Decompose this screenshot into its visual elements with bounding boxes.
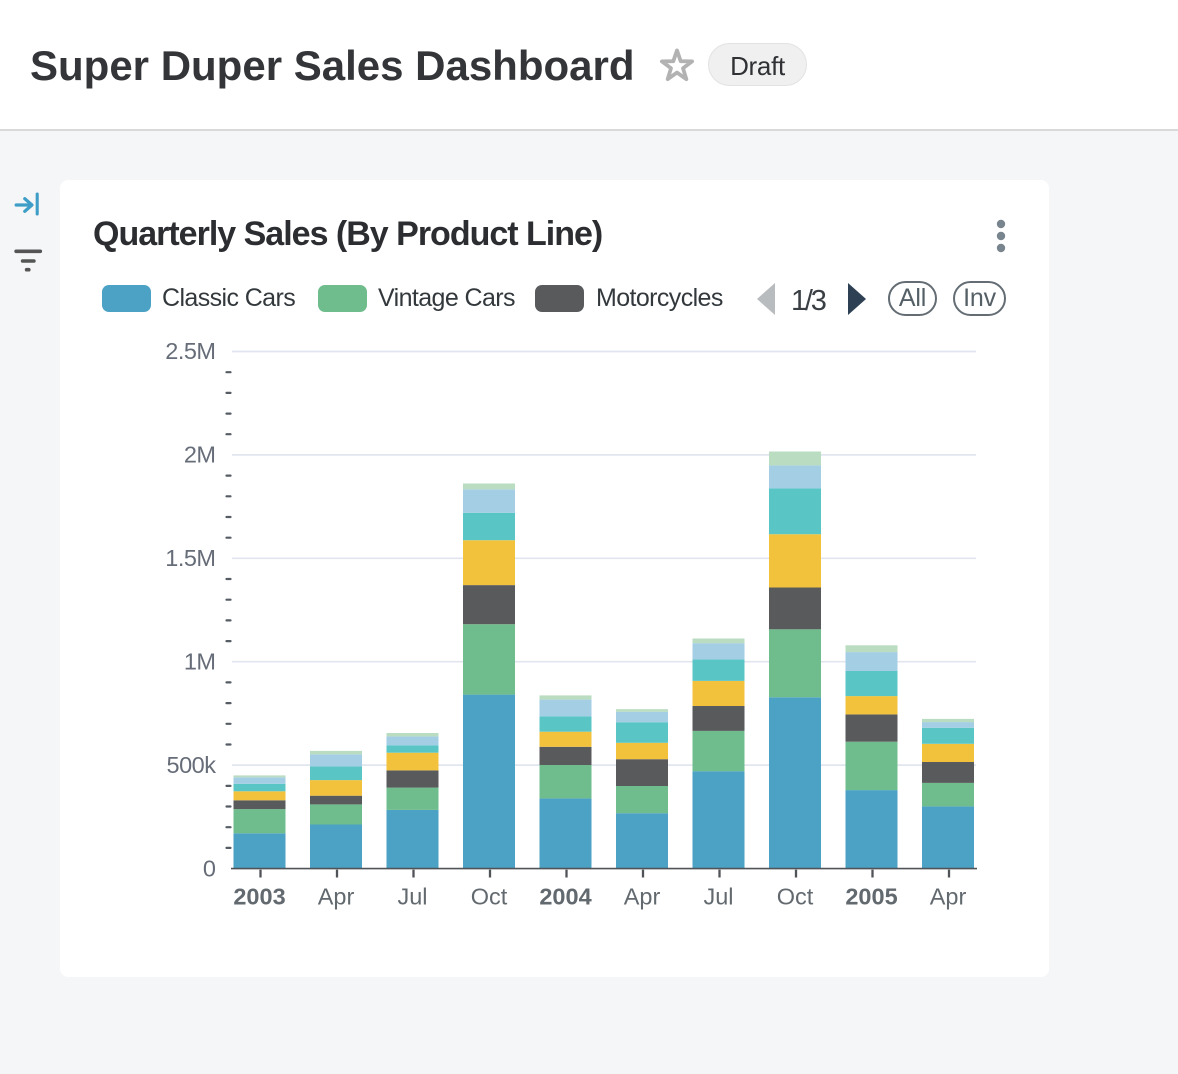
svg-text:0: 0 xyxy=(203,855,216,881)
svg-text:Apr: Apr xyxy=(624,884,661,910)
svg-text:Apr: Apr xyxy=(318,884,355,910)
svg-text:2005: 2005 xyxy=(845,884,897,910)
svg-text:Jul: Jul xyxy=(397,884,427,910)
svg-text:Apr: Apr xyxy=(930,884,967,910)
svg-text:Oct: Oct xyxy=(471,884,508,910)
svg-text:2M: 2M xyxy=(184,442,216,468)
svg-text:Jul: Jul xyxy=(703,884,733,910)
svg-text:1.5M: 1.5M xyxy=(165,545,215,571)
svg-text:2004: 2004 xyxy=(539,884,591,910)
svg-text:500k: 500k xyxy=(167,752,217,778)
svg-text:2003: 2003 xyxy=(233,884,285,910)
svg-text:Oct: Oct xyxy=(777,884,814,910)
svg-text:1M: 1M xyxy=(184,648,216,674)
svg-text:2.5M: 2.5M xyxy=(165,338,215,364)
